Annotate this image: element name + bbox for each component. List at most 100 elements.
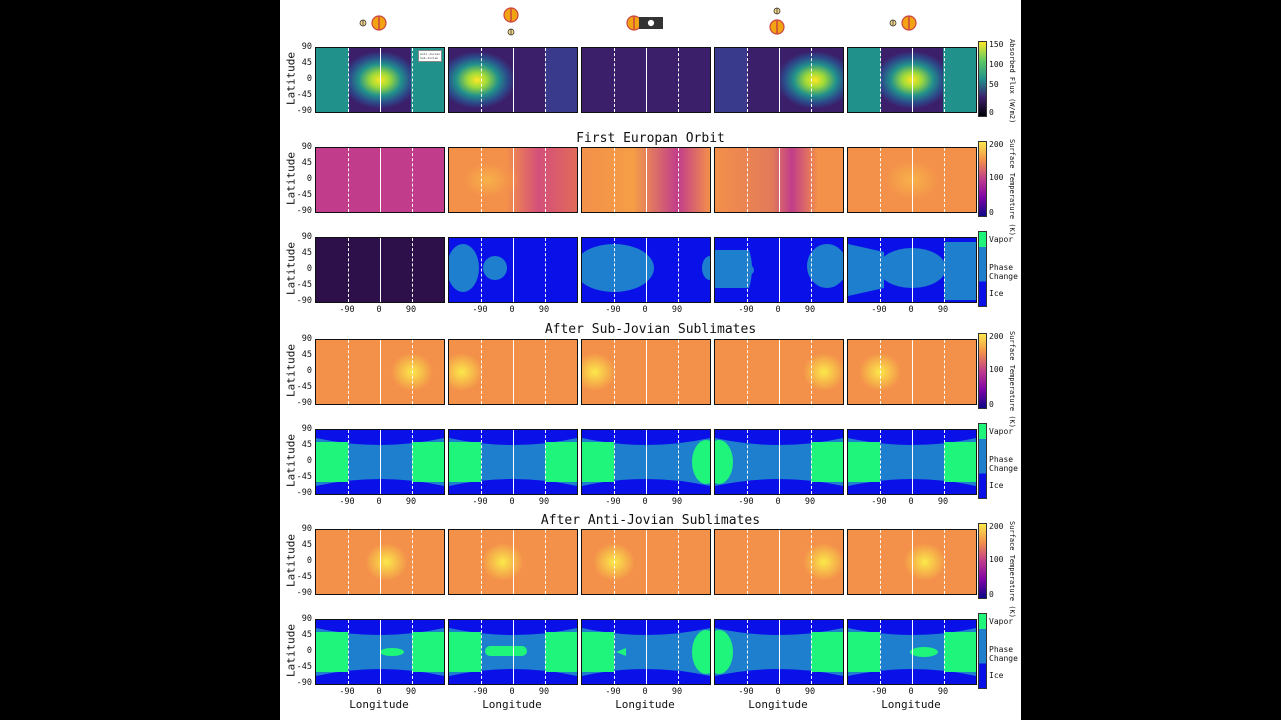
heatmap-panel: [847, 529, 977, 595]
flux-strip: [848, 48, 882, 112]
x-tick-label: 0: [775, 497, 781, 507]
dashed-line: [481, 430, 482, 494]
solid-line: [380, 530, 381, 594]
colorbar-tick-label: Phase Change: [989, 455, 1018, 473]
figure: First Europan Orbit After Sub-Jovian Sub…: [280, 0, 1021, 720]
dashed-line: [348, 340, 349, 404]
dashed-line: [545, 340, 546, 404]
solid-line: [646, 620, 647, 684]
x-tick-label: 90: [671, 687, 683, 697]
heatmap-panel: [581, 529, 711, 595]
heatmap-panel: [714, 529, 844, 595]
solid-line: [380, 148, 381, 212]
x-tick-label: -90: [871, 687, 887, 697]
dashed-line: [678, 340, 679, 404]
x-tick-label: 90: [405, 497, 417, 507]
dashed-line: [747, 620, 748, 684]
colorbar-tick-label: 0: [989, 107, 994, 117]
dashed-line: [880, 48, 881, 112]
solid-line: [779, 620, 780, 684]
solid-line: [779, 238, 780, 302]
heatmap-panel: [581, 429, 711, 495]
solid-line: [912, 148, 913, 212]
dashed-line: [412, 530, 413, 594]
heatmap-panel: [315, 429, 445, 495]
solid-line: [779, 48, 780, 112]
x-tick-label: -90: [605, 687, 621, 697]
colorbar-tick-label: 100: [989, 60, 1004, 70]
heatmap-panel: [714, 339, 844, 405]
x-axis-label: Longitude: [615, 698, 675, 711]
colorbar-tick-label: Phase Change: [989, 263, 1018, 281]
x-tick-label: 0: [908, 497, 914, 507]
x-tick-label: 0: [908, 305, 914, 315]
jupiter-icon: [901, 15, 917, 31]
heatmap-panel: [315, 339, 445, 405]
colorbar-label: Absorbed Flux (W/m2): [1008, 39, 1016, 124]
dashed-line: [545, 48, 546, 112]
dashed-line: [348, 620, 349, 684]
x-tick-label: 90: [937, 305, 949, 315]
solid-line: [779, 530, 780, 594]
y-tick-label: -90: [296, 398, 312, 408]
solid-line: [912, 620, 913, 684]
x-tick-label: 90: [937, 497, 949, 507]
section-title-first-orbit: First Europan Orbit: [576, 131, 725, 146]
colorbar-tick-label: 200: [989, 139, 1004, 149]
colorbar-tick-label: Phase Change: [989, 645, 1018, 663]
heatmap-panel: [714, 237, 844, 303]
y-tick-label: -90: [296, 678, 312, 688]
colorbar-label: Surface Temperature (K): [1008, 139, 1016, 236]
dashed-line: [811, 148, 812, 212]
y-tick-label: -45: [296, 382, 312, 392]
dashed-line: [747, 148, 748, 212]
x-tick-label: -90: [871, 497, 887, 507]
solid-line: [646, 340, 647, 404]
colorbar-label: Surface Temperature (K): [1008, 521, 1016, 618]
dashed-line: [880, 340, 881, 404]
colorbar-tick-label: Ice: [989, 670, 1004, 680]
dashed-line: [880, 430, 881, 494]
heatmap-panel: [714, 47, 844, 113]
y-tick-label: 45: [301, 350, 312, 360]
flux-strip: [715, 48, 747, 112]
colorbar-tick-label: 50: [989, 80, 999, 90]
dashed-line: [944, 530, 945, 594]
solid-line: [912, 430, 913, 494]
heatmap-panel: [315, 529, 445, 595]
x-tick-label: 90: [538, 497, 550, 507]
heatmap-panel: [714, 429, 844, 495]
dashed-line: [481, 48, 482, 112]
x-tick-label: 90: [804, 497, 816, 507]
y-tick-label: -90: [296, 296, 312, 306]
colorbar-label: Surface Temperature (K): [1008, 331, 1016, 428]
dashed-line: [944, 238, 945, 302]
solid-line: [779, 148, 780, 212]
dashed-line: [348, 48, 349, 112]
heatmap-panel: [581, 47, 711, 113]
dashed-line: [811, 238, 812, 302]
heatmap-panel: [448, 147, 578, 213]
colorbar-tick-label: 100: [989, 173, 1004, 182]
dashed-line: [481, 620, 482, 684]
x-tick-label: -90: [605, 305, 621, 315]
y-tick-label: 45: [301, 158, 312, 168]
colorbar-tick-label: 100: [989, 365, 1004, 374]
x-tick-label: 90: [405, 305, 417, 315]
solid-line: [513, 620, 514, 684]
x-tick-label: 0: [775, 305, 781, 315]
colorbar: [978, 523, 987, 599]
solid-line: [513, 48, 514, 112]
dashed-line: [481, 148, 482, 212]
x-tick-label: -90: [339, 497, 355, 507]
x-tick-label: -90: [472, 687, 488, 697]
x-tick-label: 90: [804, 305, 816, 315]
heatmap-panel: [714, 147, 844, 213]
dashed-line: [614, 238, 615, 302]
y-tick-label: 90: [301, 424, 312, 434]
dashed-line: [481, 530, 482, 594]
colorbar-tick-label: Vapor: [989, 616, 1014, 626]
x-tick-label: 0: [775, 687, 781, 697]
dashed-line: [614, 620, 615, 684]
